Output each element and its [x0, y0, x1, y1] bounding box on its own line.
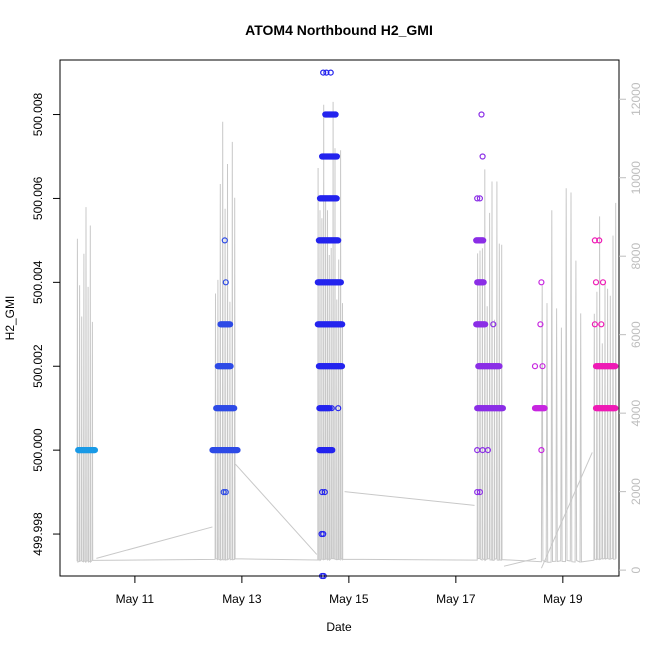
- data-point: [591, 321, 599, 328]
- data-point: [476, 195, 483, 202]
- y2-tick-label: 2000: [629, 478, 643, 505]
- y-axis-label: H2_GMI: [3, 296, 17, 341]
- data-point: [476, 489, 483, 496]
- y-tick-label: 500.004: [31, 260, 45, 304]
- data-point: [333, 153, 340, 160]
- data-point: [91, 447, 99, 454]
- y2-tick-label: 8000: [629, 243, 643, 270]
- data-point: [220, 489, 227, 496]
- data-point: [482, 321, 489, 328]
- data-point: [221, 237, 228, 244]
- x-tick-label: May 11: [116, 592, 155, 606]
- data-point: [539, 363, 546, 370]
- data-point: [234, 447, 241, 454]
- data-point: [496, 363, 503, 370]
- data-point: [541, 405, 548, 412]
- data-point: [490, 321, 497, 328]
- data-point: [321, 489, 328, 496]
- data-point: [479, 153, 486, 160]
- data-point: [222, 489, 229, 496]
- data-point: [323, 69, 330, 76]
- data-point: [591, 237, 599, 244]
- x-tick-label: May 17: [436, 592, 476, 606]
- secondary-line-spikes: [76, 101, 617, 564]
- y-tick-label: 499.998: [31, 512, 45, 556]
- y-tick-label: 500.000: [31, 428, 45, 472]
- secondary-line-connector: [344, 491, 475, 506]
- data-point: [335, 237, 342, 244]
- data-point: [596, 237, 603, 244]
- data-point: [326, 405, 333, 412]
- data-point: [227, 321, 234, 328]
- data-point: [332, 111, 339, 118]
- data-point: [499, 405, 506, 412]
- data-point: [537, 321, 544, 328]
- y-tick-label: 500.008: [31, 92, 45, 136]
- x-axis-label: Date: [326, 620, 352, 634]
- data-point: [531, 363, 539, 370]
- data-point: [335, 405, 342, 412]
- data-point: [231, 405, 238, 412]
- data-points: [75, 69, 619, 580]
- x-tick-label: May 15: [329, 592, 369, 606]
- secondary-line: [76, 101, 617, 569]
- data-point: [227, 363, 234, 370]
- plot-frame: [59, 59, 620, 577]
- y2-tick-label: 6000: [629, 321, 643, 348]
- y-tick-label: 500.006: [31, 176, 45, 220]
- data-point: [337, 279, 344, 286]
- data-point: [319, 489, 326, 496]
- data-point: [339, 321, 346, 328]
- y2-tick-label: 12000: [629, 82, 643, 116]
- y2-tick-label: 10000: [629, 161, 643, 195]
- data-point: [484, 447, 491, 454]
- secondary-line-connector: [503, 557, 537, 567]
- y2-tick-label: 4000: [629, 400, 643, 427]
- data-point: [599, 279, 607, 286]
- data-point: [612, 405, 619, 412]
- data-point: [222, 279, 229, 286]
- secondary-line-connector: [96, 526, 213, 559]
- y-tick-label: 500.002: [31, 344, 45, 388]
- data-point: [478, 111, 485, 118]
- data-point: [474, 195, 481, 202]
- data-point: [480, 237, 487, 244]
- secondary-line-connector: [540, 452, 593, 569]
- data-point: [75, 447, 82, 454]
- data-point: [598, 321, 605, 328]
- data-point: [328, 405, 335, 412]
- data-point: [320, 530, 327, 538]
- data-point: [612, 363, 619, 370]
- data-point: [320, 69, 327, 76]
- data-point: [329, 447, 336, 454]
- x-tick-label: May 19: [543, 592, 583, 606]
- data-point: [592, 279, 600, 286]
- data-point: [538, 447, 545, 454]
- chart-title: ATOM4 Northbound H2_GMI: [245, 22, 433, 38]
- axes: May 11 May 13 May 15 May 17 May 19 499.998 500…: [31, 82, 643, 606]
- data-point: [327, 69, 334, 76]
- data-point: [338, 363, 346, 370]
- data-point: [333, 195, 340, 202]
- data-point: [538, 279, 545, 286]
- data-point: [496, 405, 503, 412]
- x-tick-label: May 13: [222, 592, 262, 606]
- data-point: [480, 279, 487, 286]
- y2-tick-label: 0: [629, 566, 643, 573]
- data-point: [474, 489, 481, 496]
- secondary-line-connector: [235, 463, 318, 555]
